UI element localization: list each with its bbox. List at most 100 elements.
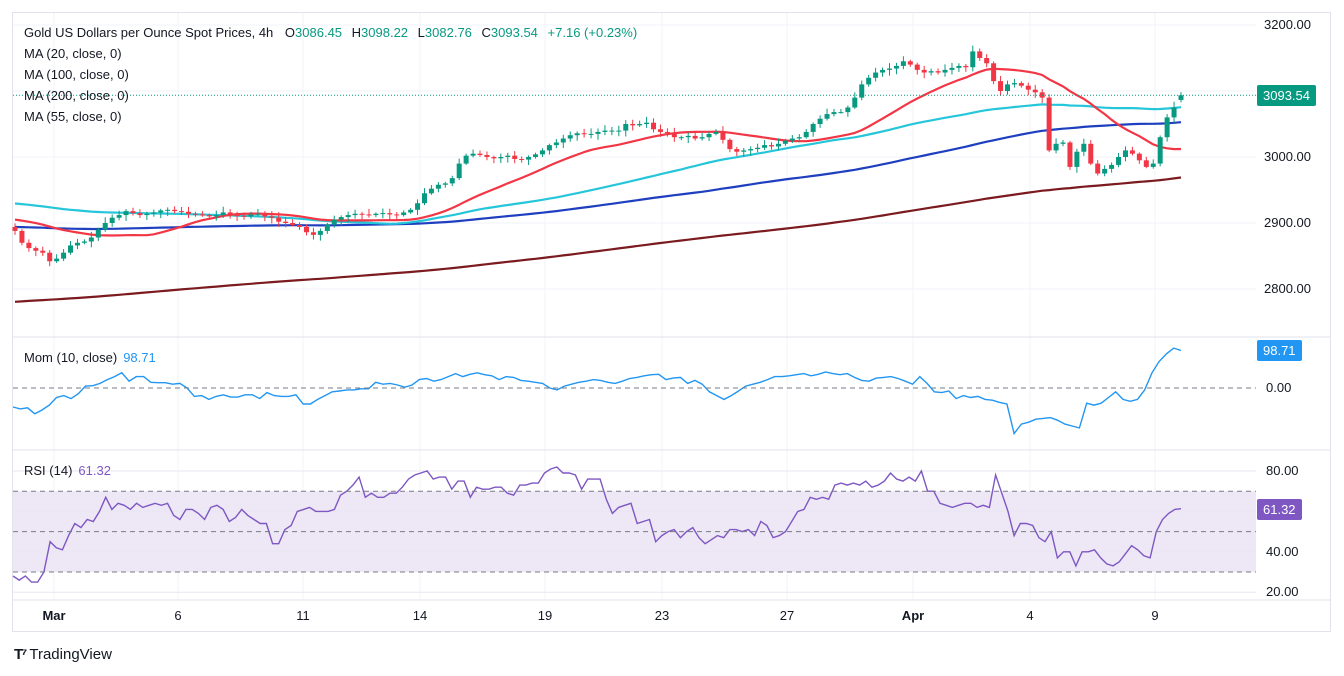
candle-body [317, 230, 323, 235]
momentum-label: Mom (10, close) [24, 350, 118, 365]
price-tick: 2800.00 [1264, 281, 1311, 296]
legend-ma20[interactable]: MA (20, close, 0) [24, 46, 122, 61]
candle-body [1095, 163, 1101, 174]
candle-body [741, 150, 747, 152]
candle-body [310, 232, 316, 235]
candle-body [651, 122, 657, 130]
candle-body [123, 211, 129, 216]
candle-body [206, 215, 212, 217]
candle-body [546, 145, 552, 151]
candle-body [297, 224, 303, 227]
candle-body [262, 213, 268, 217]
candle-body [588, 133, 594, 135]
candle-body [914, 64, 920, 70]
price-tick: 3000.00 [1264, 149, 1311, 164]
candle-body [630, 124, 636, 126]
candle-body [428, 188, 434, 194]
candle-body [74, 242, 80, 246]
candlesticks [12, 45, 1184, 267]
candle-body [338, 217, 344, 220]
candle-body [644, 122, 650, 124]
rsi-line [12, 466, 1182, 583]
candle-body [26, 242, 32, 249]
candle-body [817, 118, 823, 124]
ma100-line [14, 121, 1182, 231]
candle-body [657, 129, 663, 132]
price-tick: 3200.00 [1264, 17, 1311, 32]
candle-body [727, 139, 733, 150]
candle-body [810, 124, 816, 132]
candle-body [40, 250, 46, 253]
last-price-badge: 3093.54 [1257, 85, 1316, 106]
candle-body [359, 213, 365, 215]
candle-body [1004, 84, 1010, 91]
candle-body [706, 133, 712, 138]
candle-body [581, 133, 587, 135]
candle-body [109, 217, 115, 223]
candle-body [678, 137, 684, 139]
rsi-badge: 61.32 [1257, 499, 1302, 520]
candle-body [838, 112, 844, 114]
time-tick: Mar [42, 608, 66, 623]
rsi-label: RSI (14) [24, 463, 73, 478]
candle-body [470, 153, 476, 156]
candle-body [227, 212, 233, 216]
change-value: +7.16 (+0.23%) [547, 25, 638, 40]
momentum-badge: 98.71 [1257, 340, 1302, 361]
candle-body [1060, 142, 1066, 144]
candle-body [734, 149, 740, 152]
legend-ma100[interactable]: MA (100, close, 0) [24, 67, 129, 82]
tradingview-logo-icon: T⁷ [14, 646, 27, 663]
high-value: 3098.22 [361, 25, 409, 40]
legend-ma55[interactable]: MA (55, close, 0) [24, 109, 122, 124]
candle-body [54, 258, 60, 262]
time-tick: 23 [654, 608, 670, 623]
candle-body [165, 209, 171, 211]
candle-body [1129, 150, 1135, 154]
candle-body [304, 226, 309, 233]
candle-body [484, 155, 490, 157]
close-value: 3093.54 [490, 25, 538, 40]
low-label: L [417, 25, 425, 40]
legend-ma200[interactable]: MA (200, close, 0) [24, 88, 129, 103]
candle-body [519, 158, 525, 160]
candle-body [762, 145, 768, 148]
candle-body [1018, 83, 1024, 86]
candle-body [33, 248, 39, 251]
candle-body [95, 229, 101, 238]
candle-body [144, 213, 150, 216]
ma20-line [14, 67, 1182, 237]
candle-body [789, 138, 795, 141]
candle-body [415, 203, 421, 210]
candle-body [137, 213, 143, 216]
candle-body [380, 213, 386, 215]
candle-body [248, 214, 254, 217]
candle-body [664, 131, 670, 134]
rsi-legend[interactable]: RSI (14) 61.32 [24, 463, 111, 479]
candle-body [505, 155, 511, 157]
candle-body [1067, 142, 1073, 167]
moving-averages [14, 67, 1182, 303]
candle-body [331, 219, 337, 225]
candle-body [276, 217, 282, 222]
time-tick: 11 [296, 608, 310, 623]
tradingview-brand[interactable]: T⁷ TradingView [14, 646, 112, 663]
brand-name: TradingView [29, 646, 112, 663]
candle-body [1102, 168, 1108, 174]
candle-body [12, 226, 18, 231]
guide-lines [13, 94, 1256, 573]
candle-body [421, 193, 427, 204]
candle-body [713, 131, 719, 134]
candle-body [831, 112, 837, 115]
candle-body [782, 140, 788, 144]
rsi-tick: 40.00 [1266, 544, 1299, 559]
symbol-legend[interactable]: Gold US Dollars per Ounce Spot Prices, 4… [24, 25, 637, 41]
momentum-legend[interactable]: Mom (10, close) 98.71 [24, 350, 156, 366]
candle-body [942, 69, 948, 73]
candle-body [88, 237, 94, 242]
rsi-tick: 20.00 [1266, 584, 1299, 599]
candle-body [595, 131, 601, 134]
candle-body [880, 69, 886, 73]
candle-body [1171, 107, 1177, 118]
